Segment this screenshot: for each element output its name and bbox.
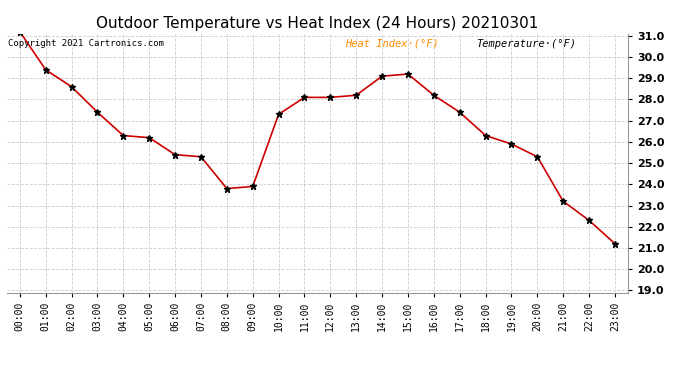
Title: Outdoor Temperature vs Heat Index (24 Hours) 20210301: Outdoor Temperature vs Heat Index (24 Ho…: [96, 16, 539, 31]
Text: Temperature·(°F): Temperature·(°F): [476, 39, 575, 49]
Text: Copyright 2021 Cartronics.com: Copyright 2021 Cartronics.com: [8, 39, 164, 48]
Text: Heat Index·(°F): Heat Index·(°F): [346, 39, 439, 49]
